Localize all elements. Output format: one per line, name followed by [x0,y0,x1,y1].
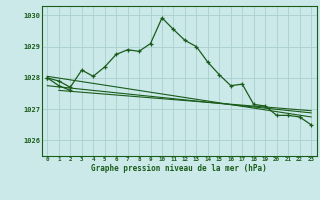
X-axis label: Graphe pression niveau de la mer (hPa): Graphe pression niveau de la mer (hPa) [91,164,267,173]
